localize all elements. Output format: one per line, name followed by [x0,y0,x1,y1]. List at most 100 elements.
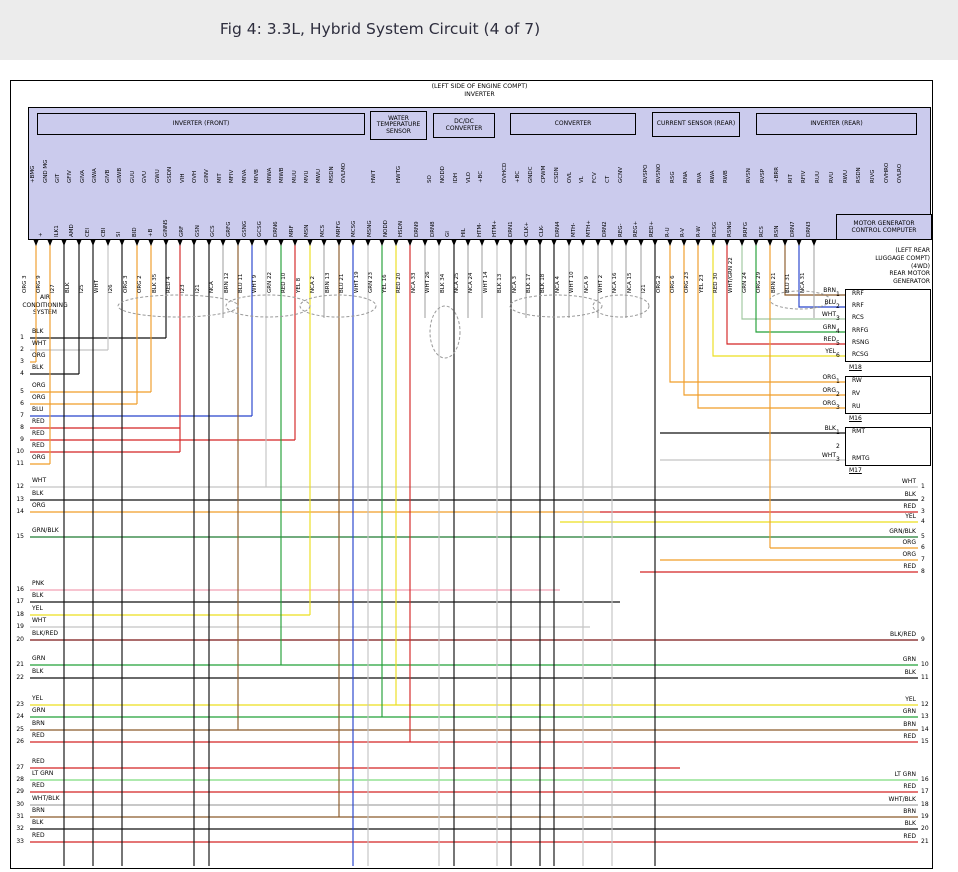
wire-number-right: 19 [921,813,929,820]
pin-label: CSDN [554,167,560,183]
wire-color-label-left: RED [32,430,45,437]
pin-label: GNDC [528,166,534,183]
pin-label: GWU [155,169,161,183]
wire-id-label: I21 [641,284,647,293]
rear-pin-color-label: BRN [823,287,836,294]
wire-number-left: 6 [20,400,24,407]
pin-label: MIWA [267,167,273,183]
pin-label: DRN6 [273,221,279,237]
wire-number-right: 13 [921,713,929,720]
motor-generator-control-computer-box: MOTOR GENERATOR CONTROL COMPUTER [836,214,932,240]
wire-id-label: WHT [94,280,100,293]
rear-header-line2: LUGGAGE COMPT) [875,254,930,262]
pin-label: GIVB [105,169,111,183]
wire-color-label-left: BLK [32,364,44,371]
pin-label: RUU [815,171,821,183]
rear-pin-color-label: GRN [822,324,836,331]
wire-number-left: 1 [20,334,24,341]
rear-pin-color-label: WHT [821,452,836,459]
wire-id-label: YEL 23 [699,274,705,293]
pin-label: HTM- [477,222,483,237]
wire-number-left: 32 [16,825,24,832]
ac-label-line1: AIR [39,294,51,301]
wire-number-left: 11 [16,460,24,467]
wire-color-label-right: GRN [902,656,916,663]
wire-color-label-right: WHT [901,478,916,485]
wire-color-label-right: RED [903,503,916,510]
ac-label-line3: SYSTEM [33,309,57,316]
wire-color-label-left: YEL [32,605,43,612]
rear-pin-name: RW [852,377,862,384]
pin-label: RVSPO [643,164,649,183]
rear-pin-name: RRF [852,302,864,309]
pin-label: DRN8 [430,221,436,237]
pin-label: RWU [843,169,849,183]
rear-pin-number: 6 [836,352,840,359]
wire-id-label: NCA 16 [612,272,618,293]
wire-id-label: WHT 26 [425,271,431,293]
pin-label: MTH+ [586,220,592,237]
rear-pin-name: RU [852,403,861,410]
wire-color-label-left: RED [32,442,45,449]
wire-number-left: 8 [20,424,24,431]
rear-pin-number: 2 [836,443,840,450]
wire-number-right: 6 [921,544,925,551]
wire-number-right: 16 [921,776,929,783]
wire-color-label-left: GRN [32,707,46,714]
pin-label: MUU [292,170,298,183]
wire-color-label-left: BLK [32,328,44,335]
wire-id-label: GRN 24 [742,272,748,293]
wire-id-label: RED 4 [166,276,172,293]
wire-color-label-right: ORG [902,539,916,546]
wire-id-label: WHT/GRN 22 [728,257,734,293]
pin-label: SI [116,231,122,237]
wire-number-left: 26 [16,738,24,745]
wire-number-right: 7 [921,556,925,563]
wire-color-label-left: RED [32,782,45,789]
pin-label: HWT [371,170,377,183]
wire-number-left: 31 [16,813,24,820]
rear-generator-connector-box [845,376,931,414]
wire-color-label-left: WHT [32,617,47,624]
wire-color-label-left: RED [32,418,45,425]
wire-color-label-right: GRN [902,708,916,715]
wire-number-right: 12 [921,701,929,708]
wire-id-label: BRN 12 [224,272,230,293]
wire-number-left: 19 [16,623,24,630]
wire-id-label: YEL 16 [382,274,388,293]
pin-label: GIT [55,173,61,183]
wire-number-left: 29 [16,788,24,795]
pin-label: BID [132,227,138,237]
wire-color-label-left: GRN [32,655,46,662]
wire-number-right: 8 [921,568,925,575]
pin-label: RSG [670,171,676,183]
rear-pin-name: RSNG [852,339,870,346]
pin-label: DRN4 [555,221,561,237]
rear-header-line5: GENERATOR [893,278,930,286]
wire-number-left: 15 [16,533,24,540]
rear-pin-color-label: BLU [824,299,836,306]
wire-id-label: WHT 19 [354,271,360,293]
wire-number-left: 17 [16,598,24,605]
wire-color-label-left: WHT [32,477,47,484]
wire-color-label-right: RED [903,733,916,740]
pin-label: +BRR [774,166,780,183]
wire-color-label-right: LT GRN [894,771,916,778]
wire-color-label-left: ORG [32,454,46,461]
wire-color-label-right: RED [903,783,916,790]
wire-number-left: 3 [20,358,24,365]
rear-motor-generator-header: (LEFT REAR LUGGAGE COMPT) (4WD) REAR MOT… [800,247,930,286]
pin-label: HSDN [398,221,404,237]
pin-label: GSN [195,225,201,237]
pin-label: CLK- [539,225,545,237]
wire-color-label-left: RED [32,732,45,739]
wire-id-label: ORG 3 [123,275,129,293]
wire-id-label: BLK 17 [526,273,532,293]
pin-label: HWTG [396,165,402,183]
wire-color-label-left: ORG [32,352,46,359]
rear-pin-number: 3 [836,456,840,463]
wire-number-left: 33 [16,838,24,845]
wire-id-label: RED 30 [713,272,719,293]
wire-id-label: NCA 2 [310,276,316,293]
wire-color-label-left: BLK [32,490,44,497]
